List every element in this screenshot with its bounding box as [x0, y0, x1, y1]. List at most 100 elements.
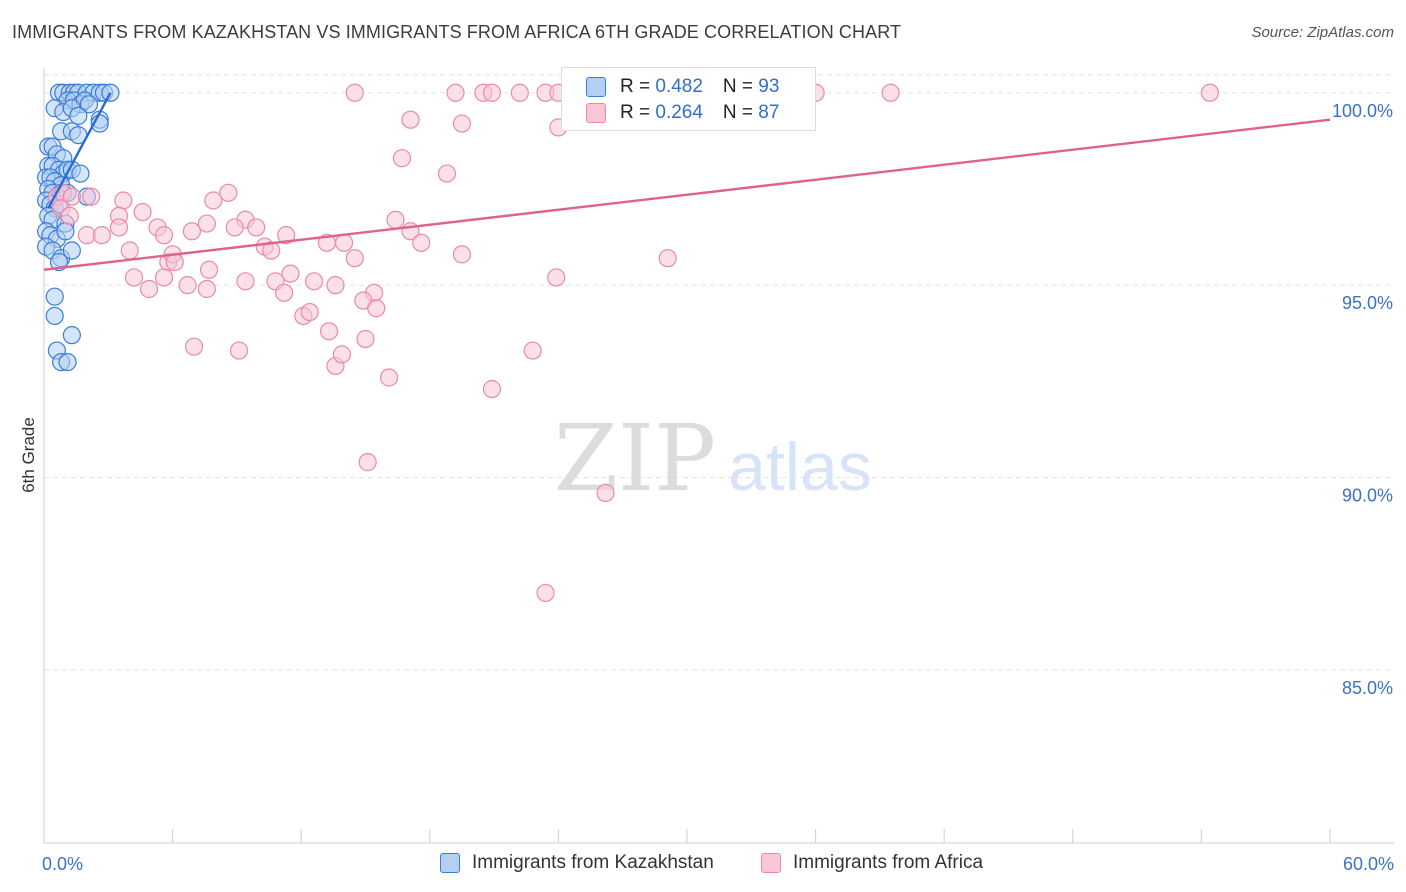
africa-point [184, 337, 204, 356]
legend-swatch-blue [440, 853, 460, 873]
legend-item-kazakhstan[interactable]: Immigrants from Kazakhstan [440, 852, 714, 874]
africa-point [154, 268, 174, 287]
africa-point [547, 268, 566, 287]
kazakhstan-point [45, 306, 64, 326]
africa-point [225, 218, 244, 237]
africa-point [114, 191, 133, 210]
kazakhstan-point [45, 287, 64, 306]
africa-point [120, 241, 139, 260]
africa-point [510, 83, 529, 102]
watermark-zip: ZIP [554, 405, 716, 512]
y-tick-label: 95.0% [1342, 293, 1393, 313]
legend-swatch-pink [761, 853, 781, 873]
x-tick-label: 0.0% [42, 854, 83, 874]
africa-point [60, 206, 79, 225]
africa-point [367, 299, 386, 318]
africa-point [199, 260, 219, 279]
africa-point [197, 279, 216, 299]
y-axis-label: 6th Grade [19, 417, 38, 493]
x-tick-label: 60.0% [1343, 854, 1394, 874]
kazakhstan-point [79, 95, 99, 114]
watermark-atlas: atlas [728, 429, 872, 505]
n-value: 87 [758, 102, 780, 123]
africa-point [392, 149, 412, 168]
africa-point [236, 272, 255, 291]
africa-point [386, 210, 405, 229]
africa-point [345, 83, 364, 102]
africa-point [334, 233, 354, 252]
n-label: N = [722, 76, 759, 97]
stats-row-kazakhstan: R = 0.482 N = 93 [586, 74, 779, 100]
grid-layer [44, 74, 1394, 671]
kazakhstan-point [71, 164, 90, 183]
stats-inset: R = 0.482 N = 93 R = 0.264 N = 87 [561, 67, 816, 131]
africa-point [62, 187, 81, 206]
africa-point [358, 453, 377, 472]
africa-point [274, 283, 294, 302]
africa-point [178, 276, 197, 295]
kazakhstan-point [56, 222, 75, 241]
africa-point [1200, 83, 1220, 102]
n-label: N = [722, 102, 759, 123]
africa-point [401, 110, 420, 129]
africa-point [345, 249, 364, 268]
africa-point [596, 483, 615, 502]
africa-point [197, 214, 216, 233]
africa-point [139, 279, 159, 299]
africa-point [523, 341, 542, 360]
africa-point [82, 187, 101, 206]
r-value: 0.264 [655, 102, 703, 123]
africa-trend-line [43, 118, 1331, 271]
africa-point [92, 226, 111, 245]
africa-point [219, 183, 238, 202]
africa-point [133, 202, 152, 222]
africa-point [262, 241, 281, 260]
watermark: ZIP atlas [554, 405, 872, 512]
kazakhstan-point [58, 352, 77, 372]
africa-point [379, 368, 399, 387]
africa-point [482, 83, 502, 102]
africa-point [536, 583, 555, 603]
stats-row-africa: R = 0.264 N = 87 [586, 100, 779, 126]
kazakhstan-point [69, 106, 88, 125]
y-tick-label: 100.0% [1332, 101, 1393, 121]
r-label: R = [620, 102, 656, 123]
points-layer [37, 83, 1220, 603]
africa-point [482, 379, 502, 399]
kazakhstan-point [62, 326, 81, 345]
pink-swatch [586, 103, 606, 123]
axis-layer: 100.0% 95.0% 90.0% 85.0% 0.0% 60.0% [42, 68, 1394, 874]
africa-point [182, 222, 201, 241]
africa-point [124, 268, 144, 287]
africa-point [109, 218, 129, 237]
africa-point [204, 191, 223, 210]
legend-item-africa[interactable]: Immigrants from Africa [761, 852, 983, 874]
kazakhstan-trend-line [47, 92, 112, 209]
africa-point [332, 345, 352, 364]
africa-point [277, 226, 296, 245]
africa-point [229, 341, 249, 360]
chart-title: IMMIGRANTS FROM KAZAKHSTAN VS IMMIGRANTS… [12, 22, 902, 42]
africa-point [319, 322, 339, 341]
africa-point [281, 264, 300, 283]
africa-point [247, 218, 266, 237]
y-tick-label: 85.0% [1342, 678, 1393, 698]
africa-point [154, 226, 174, 245]
africa-point [304, 272, 324, 291]
y-tick-label: 90.0% [1342, 486, 1393, 506]
kazakhstan-point [62, 241, 81, 260]
africa-point [356, 329, 375, 349]
r-label: R = [620, 76, 656, 97]
source-credit: Source: ZipAtlas.com [1251, 24, 1394, 41]
africa-point [446, 83, 465, 102]
legend-label: Immigrants from Africa [793, 852, 984, 873]
legend-label: Immigrants from Kazakhstan [472, 852, 714, 873]
africa-point [658, 249, 677, 268]
africa-point [881, 83, 900, 102]
blue-swatch [586, 77, 606, 97]
africa-point [326, 276, 345, 295]
africa-point [300, 302, 319, 322]
n-value: 93 [758, 76, 780, 97]
trend-layer [43, 92, 1331, 271]
